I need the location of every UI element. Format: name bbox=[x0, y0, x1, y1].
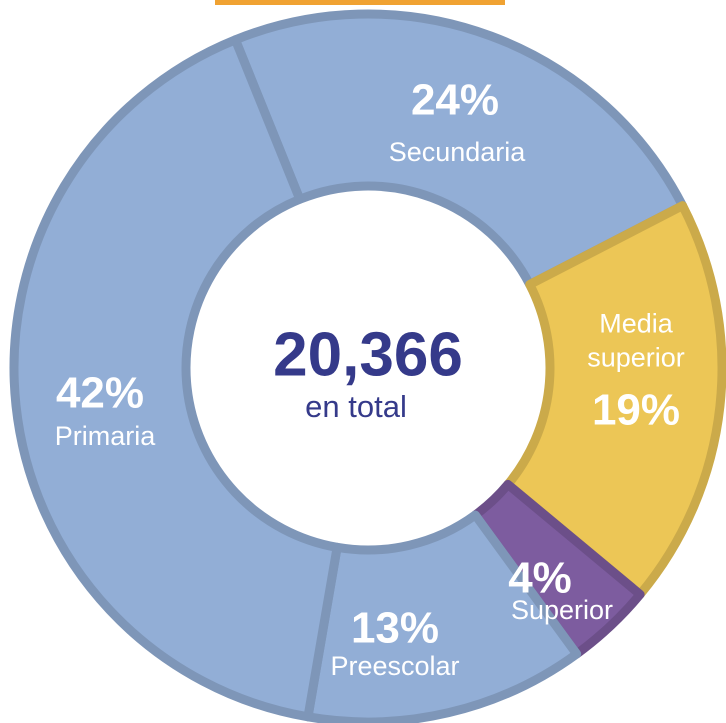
slice bbox=[303, 510, 582, 723]
center-value: 20,366 bbox=[273, 320, 463, 390]
slice bbox=[9, 35, 342, 722]
category-label: Media superior bbox=[587, 308, 685, 372]
value-label: 42% bbox=[55, 368, 145, 418]
center-label: en total bbox=[305, 389, 407, 424]
slice bbox=[503, 201, 726, 599]
top-accent bbox=[215, 0, 505, 5]
category-label: Superior bbox=[510, 595, 614, 626]
slice bbox=[230, 9, 688, 290]
value-label: 19% bbox=[591, 385, 681, 435]
value-label: 4% bbox=[508, 553, 572, 603]
category-label: Preescolar bbox=[330, 651, 460, 682]
value-label: 24% bbox=[410, 75, 500, 125]
category-label: Secundaria bbox=[388, 137, 526, 168]
category-label: Primaria bbox=[54, 421, 156, 452]
value-label: 13% bbox=[350, 603, 440, 653]
